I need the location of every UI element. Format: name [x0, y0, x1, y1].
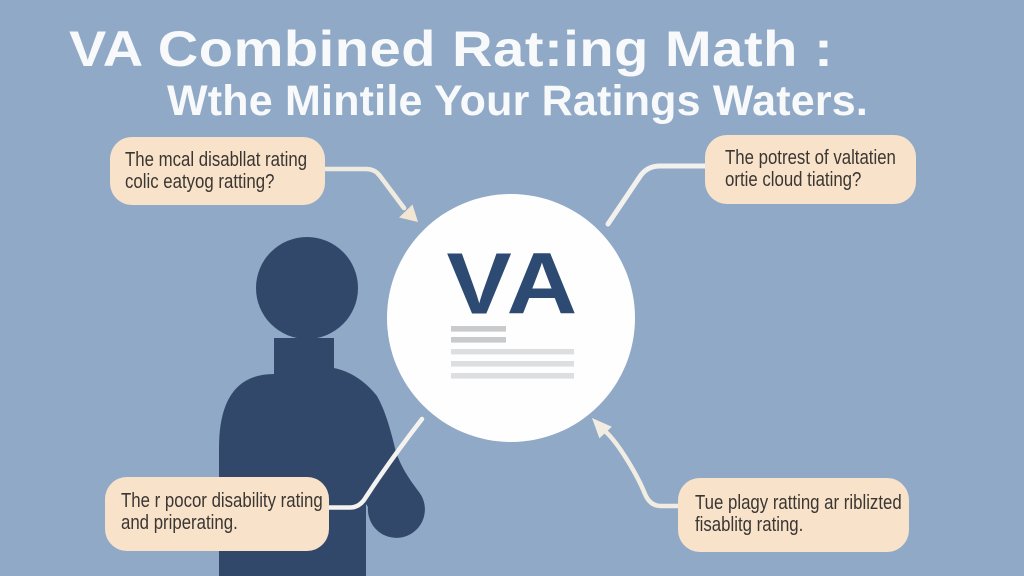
svg-text:VA: VA	[446, 235, 579, 333]
